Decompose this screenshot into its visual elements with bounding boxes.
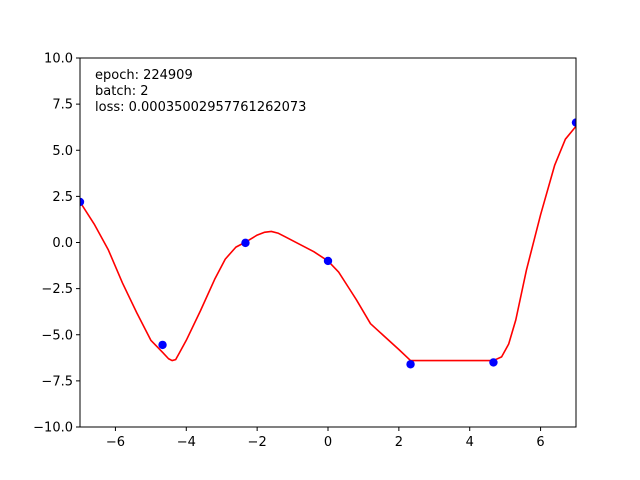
data-point	[241, 238, 250, 248]
data-point	[571, 118, 576, 127]
y-tick-label: 10.0	[44, 52, 73, 67]
annotation-batch: batch: 2	[95, 84, 149, 99]
annotation-loss: loss: 0.00035002957761262073	[95, 100, 306, 115]
data-point	[158, 340, 167, 350]
axes-frame	[79, 57, 577, 428]
data-point	[406, 360, 415, 369]
data-point	[489, 358, 498, 367]
y-tick-label: 7.5	[52, 98, 73, 113]
annotation-epoch: epoch: 224909	[95, 68, 193, 83]
fit-curve-line	[80, 125, 576, 362]
x-tick-label: 2	[395, 435, 403, 450]
x-tick-label: 6	[536, 435, 544, 450]
y-tick-label: −2.5	[41, 282, 73, 297]
y-tick-label: 2.5	[52, 190, 73, 205]
y-tick-label: 0.0	[52, 236, 73, 251]
x-tick-label: −2	[248, 435, 267, 450]
x-tick-label: 4	[466, 435, 474, 450]
data-layer	[80, 118, 576, 369]
y-tick-label: −10.0	[33, 421, 73, 436]
x-tick-label: −4	[177, 435, 196, 450]
y-tick-label: 5.0	[52, 144, 73, 159]
x-tick-label: 0	[324, 435, 332, 450]
data-point	[323, 256, 333, 266]
data-point	[80, 197, 85, 207]
x-axis-ticks: −6 −4 −2 0 2 4 6	[106, 427, 545, 450]
x-tick-label: −6	[106, 435, 125, 450]
y-axis-ticks: −10.0 −7.5 −5.0 −2.5 0.0 2.5 5.0 7.5 10.0	[33, 52, 80, 436]
annotation-box: epoch: 224909 batch: 2 loss: 0.000350029…	[95, 68, 306, 115]
y-tick-label: −7.5	[41, 374, 73, 389]
y-tick-label: −5.0	[41, 328, 73, 343]
